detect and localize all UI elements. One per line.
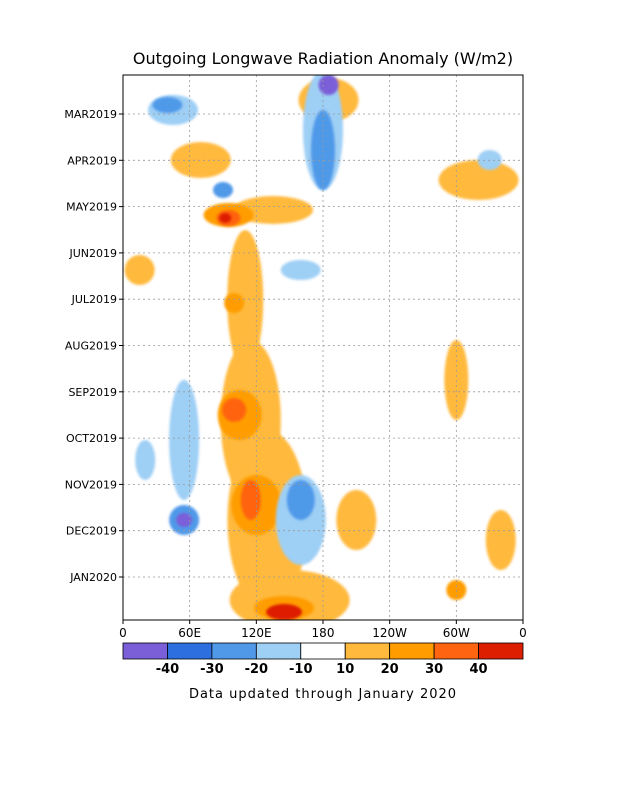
x-tick-label: 0 <box>519 626 527 640</box>
anomaly-blob <box>438 160 519 200</box>
footer-note: Data updated through January 2020 <box>189 687 457 702</box>
x-tick-label: 0 <box>119 626 127 640</box>
colorbar <box>122 642 524 660</box>
y-tick-label: JAN2020 <box>69 571 117 584</box>
y-axis: MAR2019 APR2019 MAY2019 JUN2019 JUL2019 AUG20… <box>64 108 123 584</box>
x-tick-label: 60E <box>178 626 201 640</box>
y-tick-label: JUN2019 <box>68 247 117 260</box>
colorbar-tick-label: 20 <box>381 662 399 677</box>
colorbar-tick-label: -30 <box>200 662 224 677</box>
x-tick-label: 180 <box>312 626 335 640</box>
colorbar-tick-label: -40 <box>156 662 180 677</box>
colorbar-tick-label: 10 <box>336 662 354 677</box>
colorbar-swatch <box>167 642 213 660</box>
y-tick-label: AUG2019 <box>65 340 117 353</box>
anomaly-blob <box>318 75 339 95</box>
colorbar-swatch <box>255 642 302 660</box>
x-axis: 0 60E 120E 180 120W 60W 0 <box>119 620 527 640</box>
colorbar-labels: -40 -30 -20 -10 10 20 30 40 <box>156 662 488 677</box>
anomaly-blob <box>176 513 193 527</box>
colorbar-tick-label: -20 <box>245 662 269 677</box>
anomaly-blob <box>124 255 155 285</box>
colorbar-tick-label: -10 <box>289 662 313 677</box>
y-tick-label: OCT2019 <box>66 432 117 445</box>
anomaly-blob <box>135 440 156 480</box>
y-tick-label: MAY2019 <box>66 201 117 214</box>
anomaly-blob <box>336 490 377 550</box>
anomaly-blob <box>224 293 245 313</box>
y-tick-label: NOV2019 <box>65 478 117 491</box>
anomaly-field <box>124 75 519 620</box>
anomaly-blob <box>266 604 303 620</box>
anomaly-blob <box>286 480 315 520</box>
anomaly-blob <box>169 380 200 500</box>
y-tick-label: MAR2019 <box>64 108 117 121</box>
colorbar-swatch <box>211 642 257 660</box>
colorbar-tick-label: 40 <box>470 662 488 677</box>
y-tick-label: APR2019 <box>67 154 117 167</box>
x-tick-label: 60W <box>443 626 470 640</box>
colorbar-swatch <box>344 642 391 660</box>
anomaly-blob <box>152 97 183 113</box>
colorbar-swatch <box>122 642 168 660</box>
colorbar-swatch <box>433 642 479 660</box>
anomaly-blob <box>170 142 231 178</box>
anomaly-blob <box>222 398 247 422</box>
grid-lines <box>123 75 523 620</box>
y-tick-label: DEC2019 <box>66 525 117 538</box>
x-tick-label: 120E <box>241 626 272 640</box>
y-tick-label: SEP2019 <box>68 386 117 399</box>
anomaly-blob <box>227 230 264 370</box>
colorbar-swatch <box>478 642 524 660</box>
anomaly-blob <box>219 213 232 223</box>
anomaly-blob <box>485 510 516 570</box>
x-tick-label: 120W <box>372 626 407 640</box>
chart-title: Outgoing Longwave Radiation Anomaly (W/m… <box>133 49 513 68</box>
y-tick-label: JUL2019 <box>71 293 117 306</box>
colorbar-swatch <box>389 642 435 660</box>
anomaly-blob <box>213 182 233 198</box>
colorbar-tick-label: 30 <box>425 662 443 677</box>
anomaly-blob <box>280 260 321 280</box>
anomaly-blob <box>240 480 261 520</box>
colorbar-swatch <box>300 642 346 660</box>
